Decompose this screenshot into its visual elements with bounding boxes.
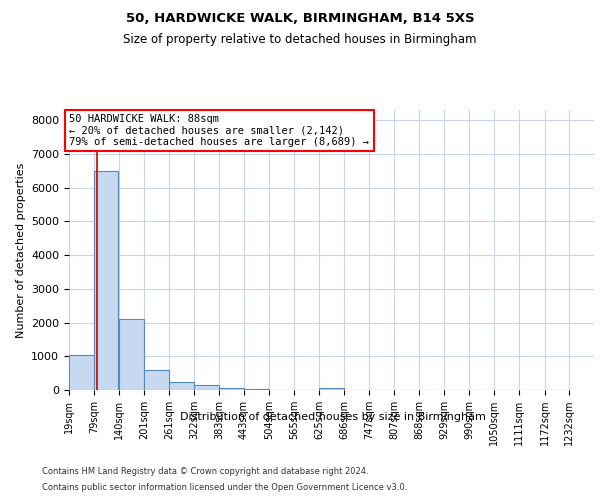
Bar [194, 385, 219, 390]
Text: 50, HARDWICKE WALK, BIRMINGHAM, B14 5XS: 50, HARDWICKE WALK, BIRMINGHAM, B14 5XS [125, 12, 475, 26]
Text: 50 HARDWICKE WALK: 88sqm
← 20% of detached houses are smaller (2,142)
79% of sem: 50 HARDWICKE WALK: 88sqm ← 20% of detach… [70, 114, 370, 147]
Bar [94, 170, 118, 390]
Bar [219, 388, 244, 390]
Bar [244, 388, 269, 390]
Text: Contains HM Land Registry data © Crown copyright and database right 2024.: Contains HM Land Registry data © Crown c… [42, 468, 368, 476]
Text: Contains public sector information licensed under the Open Government Licence v3: Contains public sector information licen… [42, 482, 407, 492]
Y-axis label: Number of detached properties: Number of detached properties [16, 162, 26, 338]
Text: Distribution of detached houses by size in Birmingham: Distribution of detached houses by size … [180, 412, 486, 422]
Text: Size of property relative to detached houses in Birmingham: Size of property relative to detached ho… [123, 32, 477, 46]
Bar [169, 382, 194, 390]
Bar [119, 319, 143, 390]
Bar [319, 388, 344, 390]
Bar [144, 370, 169, 390]
Bar [69, 354, 94, 390]
